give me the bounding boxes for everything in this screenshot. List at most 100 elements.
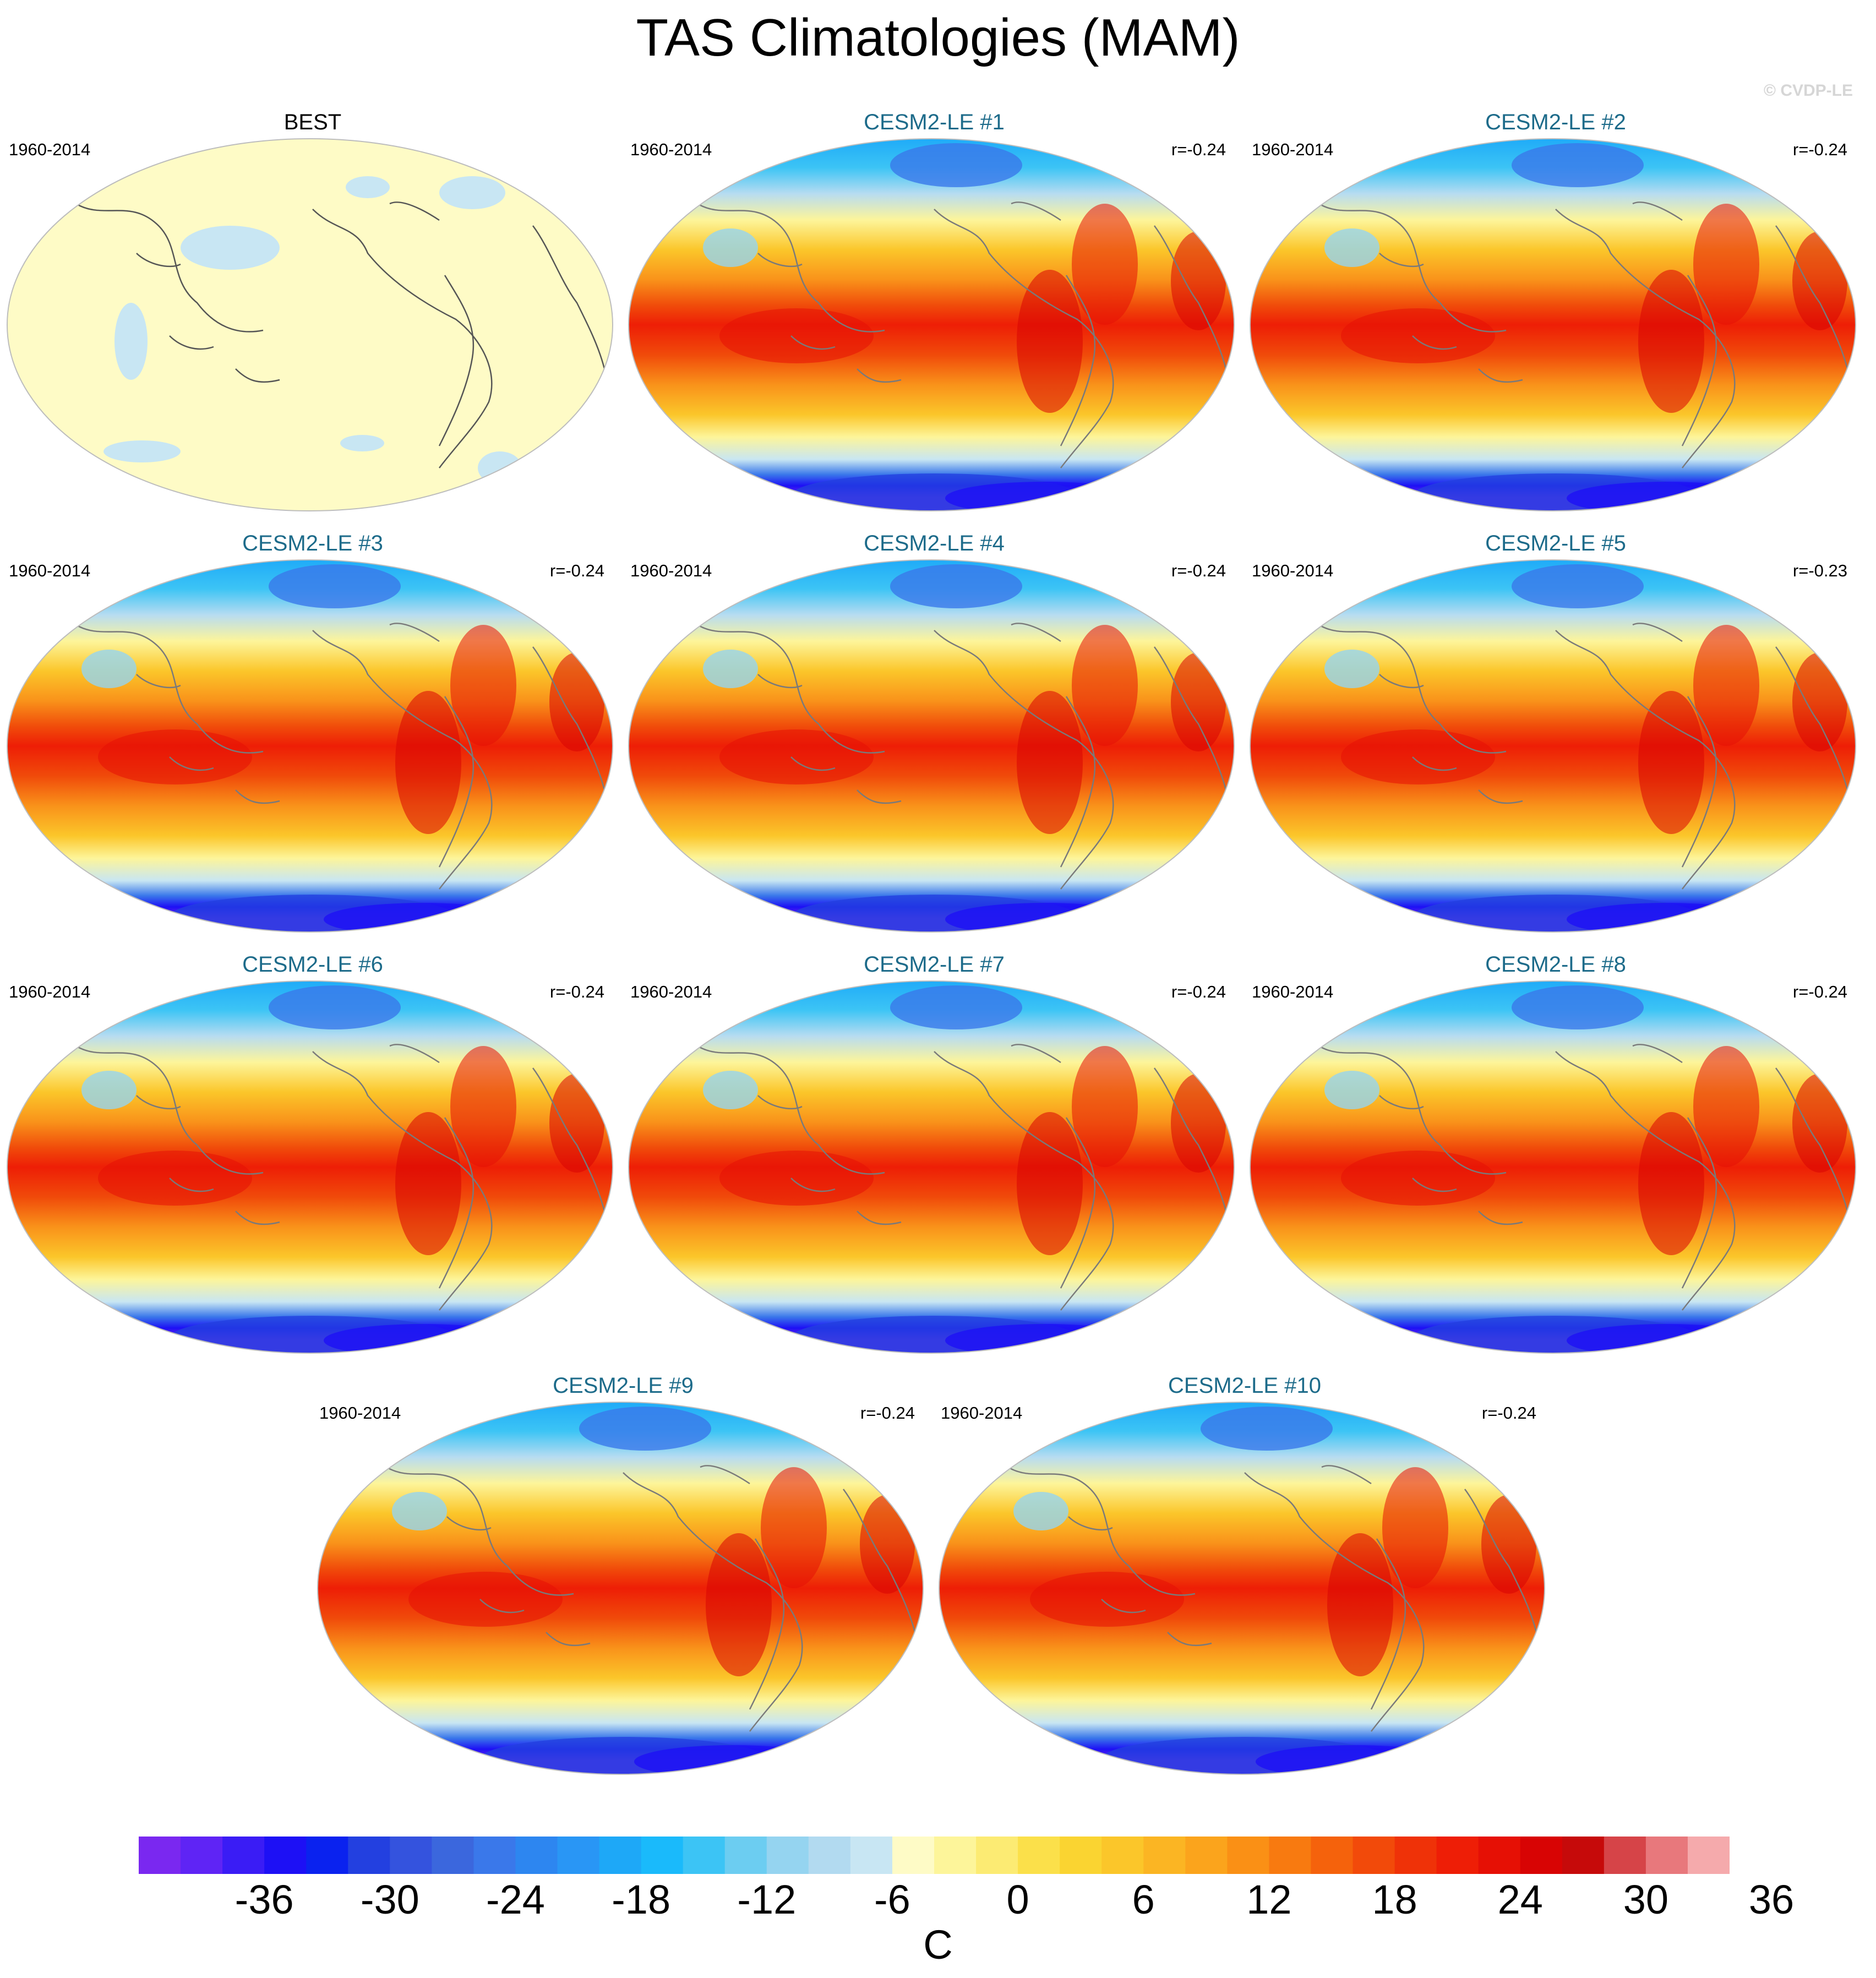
panel-period: 1960-2014: [630, 561, 712, 580]
coastline: [1318, 203, 1507, 333]
robinson-map: [317, 1402, 924, 1775]
warm-land-region: [706, 1533, 772, 1676]
map-panel: CESM2-LE #5 1960-2014 r=-0.23: [1247, 531, 1864, 933]
colorbar-box: [473, 1837, 516, 1874]
colorbar-box: [599, 1837, 642, 1874]
coastline: [1681, 275, 1717, 446]
colorbar-box: [181, 1837, 223, 1874]
coastline: [1060, 1117, 1096, 1289]
coastline: [1153, 225, 1227, 369]
robinson-map: [6, 559, 614, 933]
panel-period: 1960-2014: [1252, 982, 1334, 1001]
warm-land-region: [1017, 691, 1083, 834]
coastline: [1379, 253, 1424, 268]
cool-anomaly-patch: [103, 440, 181, 462]
panel-period: 1960-2014: [9, 561, 91, 580]
colorbar-box: [348, 1837, 390, 1874]
warm-land-region: [1341, 308, 1495, 363]
coastline: [75, 203, 264, 333]
temperature-field: [7, 981, 613, 1353]
coastline: [857, 1211, 902, 1225]
coastline: [169, 756, 214, 771]
colorbar-box: [1478, 1837, 1521, 1874]
colorbar-tick-label: 18: [1372, 1877, 1417, 1922]
map-panel: CESM2-LE #1 1960-2014 r=-0.24: [626, 110, 1242, 511]
colorbar-box: [390, 1837, 432, 1874]
cold-region: [703, 1071, 758, 1109]
coastline: [1011, 623, 1061, 642]
coastline: [169, 335, 214, 350]
cold-region: [269, 564, 401, 608]
coastline: [857, 368, 902, 383]
panel-correlation: r=-0.24: [549, 561, 604, 580]
warm-land-region: [1341, 1151, 1495, 1206]
colorbar-box: [1394, 1837, 1437, 1874]
cool-anomaly-patch: [340, 435, 384, 451]
warm-land-region: [1693, 625, 1759, 746]
coastline: [790, 1178, 836, 1192]
panel-title: CESM2-LE #1: [864, 110, 1005, 134]
map-outline: [1249, 138, 1857, 511]
colorbar-box: [1269, 1837, 1311, 1874]
warm-land-region: [98, 1151, 252, 1206]
colorbar-box: [222, 1837, 265, 1874]
panel-title: CESM2-LE #3: [242, 531, 383, 555]
colorbar-box: [683, 1837, 726, 1874]
coastline: [1464, 1489, 1537, 1633]
coastline: [389, 623, 440, 642]
coastline: [1555, 1051, 1736, 1311]
cool-anomaly-patch: [114, 303, 148, 380]
coastline: [75, 1045, 264, 1175]
coastline: [1068, 1516, 1113, 1531]
panel-title: CESM2-LE #9: [553, 1374, 694, 1398]
warm-land-region: [719, 729, 874, 784]
cold-region: [1324, 1071, 1379, 1109]
robinson-map: [938, 1402, 1546, 1775]
cold-region: [890, 985, 1022, 1029]
warm-land-region: [549, 1074, 604, 1173]
warm-land-region: [1017, 1112, 1083, 1255]
colorbar-box: [515, 1837, 558, 1874]
coastline: [312, 209, 493, 468]
coastline: [757, 253, 803, 268]
warm-land-region: [1638, 1112, 1704, 1255]
cool-anomaly-patch: [478, 451, 522, 484]
coastline: [1775, 1067, 1848, 1212]
map-panel: CESM2-LE #9 1960-2014 r=-0.24: [315, 1374, 931, 1775]
cool-anomaly-patch: [181, 226, 280, 270]
panel-period: 1960-2014: [941, 1403, 1023, 1423]
cold-region: [81, 650, 137, 688]
map-outline: [628, 980, 1235, 1354]
coastline: [532, 646, 606, 791]
colorbar-tick-label: -6: [874, 1877, 910, 1922]
cold-region: [1512, 564, 1644, 608]
panel-correlation: r=-0.24: [549, 982, 604, 1001]
cold-region: [1324, 228, 1379, 267]
colorbar-box: [1185, 1837, 1228, 1874]
panel-correlation: r=-0.24: [1792, 982, 1847, 1001]
colorbar-box: [1101, 1837, 1144, 1874]
map-panel: CESM2-LE #7 1960-2014 r=-0.24: [626, 952, 1242, 1354]
colorbar-box: [850, 1837, 893, 1874]
coastline: [235, 368, 280, 383]
panel-correlation: r=-0.24: [1481, 1403, 1536, 1423]
map-outline: [938, 1402, 1546, 1775]
cold-region: [81, 1071, 137, 1109]
warm-land-region: [1171, 652, 1226, 751]
coastline: [532, 225, 606, 369]
panel-title: CESM2-LE #7: [864, 952, 1005, 977]
robinson-map: [6, 980, 614, 1354]
coastline: [235, 1211, 280, 1225]
coastline: [1167, 1632, 1212, 1647]
coastline: [842, 1489, 916, 1633]
colorbar-box: [432, 1837, 474, 1874]
coastline: [1321, 1465, 1372, 1485]
cold-region: [269, 985, 401, 1029]
coastline: [1318, 624, 1507, 754]
map-panel: CESM2-LE #3 1960-2014 r=-0.24: [4, 531, 621, 933]
panel-correlation: r=-0.24: [1171, 982, 1226, 1001]
warm-land-region: [1072, 1046, 1138, 1167]
cold-region: [890, 564, 1022, 608]
robinson-map: [1249, 559, 1857, 933]
coastline: [532, 1067, 606, 1212]
